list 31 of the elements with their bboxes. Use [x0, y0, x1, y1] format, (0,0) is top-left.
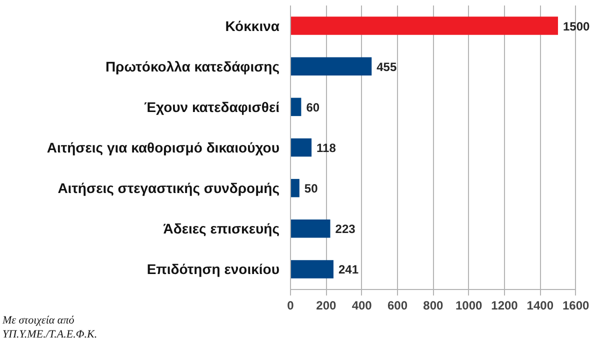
x-tick-label: 400: [352, 298, 372, 312]
text: Με στοιχεία από ΥΠ.Υ.ΜΕ./Τ.Α.Ε.Φ.Κ.: [2, 314, 98, 340]
bar: [290, 220, 330, 238]
y-tick-label: Πρωτόκολλα κατεδάφισης: [105, 58, 280, 74]
x-tick-label: 0: [287, 298, 294, 312]
data-label: 118: [316, 141, 336, 155]
data-label: 455: [376, 60, 397, 74]
x-tick-label: 1400: [526, 298, 554, 312]
bar: [290, 16, 558, 35]
x-tick-label: 800: [423, 298, 444, 312]
x-tick-label: 1600: [562, 298, 590, 312]
y-tick-label: Κόκκινα: [225, 18, 280, 34]
x-tick-label: 1200: [491, 298, 518, 312]
data-label: 223: [335, 222, 356, 236]
bar: [290, 57, 372, 76]
x-tick-label: 600: [387, 298, 408, 312]
data-label: 1500: [562, 19, 590, 34]
bar: [290, 98, 302, 116]
x-tick-label: 1000: [455, 298, 482, 312]
bar: [290, 178, 300, 198]
x-tick-label: 200: [316, 298, 336, 312]
data-label: 241: [338, 262, 359, 277]
y-tick-label: Άδειες επισκευής: [163, 220, 280, 237]
bar: [290, 260, 334, 278]
data-label: 60: [306, 100, 320, 114]
y-tick-label: Επιδότηση ενοικίου: [146, 261, 280, 278]
bar: [290, 138, 312, 157]
y-tick-label: Έχουν κατεδαφισθεί: [144, 98, 280, 115]
data-label: 50: [304, 182, 318, 196]
y-tick-label: Αιτήσεις για καθορισμό δικαιούχου: [46, 140, 280, 156]
y-tick-label: Αιτήσεις στεγαστικής συνδρομής: [58, 180, 280, 196]
